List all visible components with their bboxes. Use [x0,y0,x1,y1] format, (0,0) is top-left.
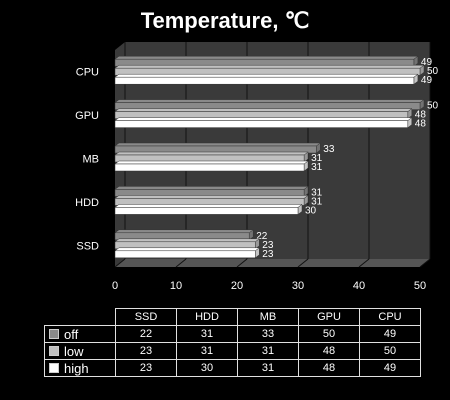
table-cell: 22 [115,325,177,343]
bar-top [114,73,419,78]
bar-top [114,160,309,165]
y-category-label: HDD [75,197,99,209]
gridline-floor [419,258,431,268]
table-row-label: low [64,343,84,359]
table-row-header: off [44,325,116,343]
gridline-floor [236,258,248,268]
table-header-row: SSD HDD MB GPU CPU [44,308,421,326]
bar [114,207,299,215]
table-row: off 22 31 33 50 49 [44,325,421,343]
bar-top [114,247,261,252]
bar-top [114,195,309,199]
gridline-floor [175,258,187,268]
data-label: 49 [421,75,433,86]
bar [114,76,415,85]
bar-top [114,229,254,234]
data-label: 48 [415,110,427,121]
x-tick-label: 20 [231,280,243,292]
gridline-floor [114,258,126,268]
table-cell: 50 [359,342,421,360]
table-col-header: GPU [298,308,360,326]
table-col-header: HDD [176,308,238,326]
legend-swatch-icon [49,345,59,356]
data-label: 31 [311,153,323,164]
table-corner [44,308,116,326]
table-cell: 49 [359,359,421,377]
table-col-header: CPU [359,308,421,326]
table-cell: 50 [298,325,360,343]
table-row-header: low [44,342,116,360]
bar-top [114,186,309,190]
y-category-label: GPU [75,110,99,122]
bar-top [114,108,413,112]
y-category-label: MB [83,154,100,166]
table-cell: 49 [359,325,421,343]
table-row-label: high [64,360,89,376]
table-cell: 30 [176,359,238,377]
table-cell: 31 [237,359,299,377]
bar-top [114,99,425,103]
gridline-floor [358,258,370,268]
data-label: 23 [262,240,274,251]
x-tick-label: 40 [353,280,365,292]
bar [114,163,305,172]
legend-swatch-icon [49,328,59,339]
data-label: 49 [421,57,433,68]
data-label: 33 [323,144,335,155]
table-row: low 23 31 31 48 50 [44,342,421,360]
table-cell: 23 [115,359,177,377]
data-label: 50 [427,66,439,77]
data-label: 23 [262,249,274,260]
gridline-floor [297,258,309,268]
table-cell: 31 [176,325,238,343]
table-col-header: SSD [115,308,177,326]
y-category-label: CPU [76,67,99,79]
table-row-label: off [64,326,79,342]
data-label: 22 [256,231,268,242]
bar-top [114,117,413,121]
plot-floor [115,259,430,267]
bar-top [114,151,309,156]
data-label: 50 [427,101,439,112]
data-table: SSD HDD MB GPU CPU off 22 31 33 50 49 lo… [44,308,421,377]
x-tick-label: 50 [414,280,426,292]
data-label: 48 [415,119,427,130]
y-category-label: SSD [76,240,99,252]
chart-title: Temperature, ℃ [140,8,310,33]
table-col-header: MB [237,308,299,326]
data-label: 31 [311,162,323,173]
data-label: 30 [305,205,317,216]
data-label: 31 [311,187,323,198]
table-cell: 31 [237,342,299,360]
table-cell: 23 [115,342,177,360]
table-cell: 33 [237,325,299,343]
table-cell: 48 [298,342,360,360]
bar-top [114,142,322,147]
x-tick-label: 0 [112,280,118,292]
x-tick-label: 30 [292,280,304,292]
x-tick-label: 10 [170,280,182,292]
table-row: high 23 30 31 48 49 [44,359,421,377]
bar-top [114,55,419,60]
bar-top [114,238,261,243]
bar [114,250,256,259]
data-label: 31 [311,196,323,207]
bar [114,120,409,128]
table-row-header: high [44,359,116,377]
legend-swatch-icon [49,362,59,373]
bar-top [114,204,303,208]
bar-top [114,64,425,69]
table-cell: 31 [176,342,238,360]
table-cell: 48 [298,359,360,377]
